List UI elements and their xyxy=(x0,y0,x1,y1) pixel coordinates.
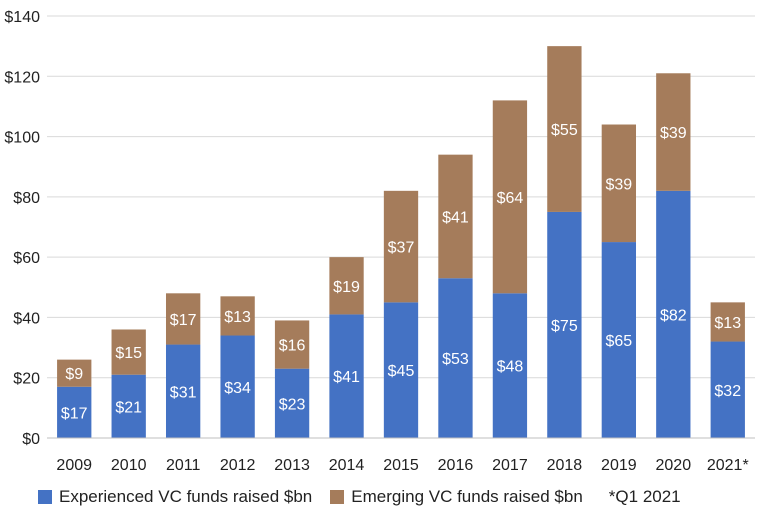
bar-experienced xyxy=(383,302,419,438)
legend-swatch-experienced xyxy=(38,490,52,504)
x-tick-label: 2013 xyxy=(274,457,310,474)
data-label-experienced: $75 xyxy=(551,318,578,335)
legend-swatch-emerging xyxy=(330,490,345,504)
data-label-emerging: $13 xyxy=(224,309,251,326)
data-label-emerging: $16 xyxy=(279,338,306,355)
bar-emerging xyxy=(220,296,255,336)
data-label-experienced: $34 xyxy=(224,380,251,397)
bar-emerging xyxy=(492,100,528,294)
data-label-experienced: $45 xyxy=(388,363,415,380)
legend-label-emerging: Emerging VC funds raised $bn xyxy=(351,487,583,506)
bar-emerging xyxy=(111,329,146,375)
x-tick-label: 2012 xyxy=(220,457,256,474)
x-tick-label: 2021* xyxy=(707,457,749,474)
data-label-emerging: $64 xyxy=(497,190,524,207)
footnote: *Q1 2021 xyxy=(608,487,681,506)
y-tick-label: $20 xyxy=(13,371,40,388)
bar-emerging xyxy=(329,257,364,315)
bar-emerging xyxy=(438,154,473,279)
y-tick-label: $100 xyxy=(4,130,40,147)
bar-emerging xyxy=(710,302,745,342)
x-tick-label: 2014 xyxy=(329,457,365,474)
y-tick-label: $140 xyxy=(4,9,40,26)
data-label-emerging: $19 xyxy=(333,279,360,296)
bar-emerging xyxy=(601,124,637,243)
bar-experienced xyxy=(656,190,691,438)
y-tick-label: $120 xyxy=(4,69,40,86)
bar-emerging xyxy=(57,359,92,387)
legend-item-emerging: Emerging VC funds raised $bn xyxy=(330,487,583,507)
bar-experienced xyxy=(438,278,473,438)
data-label-experienced: $32 xyxy=(714,383,741,400)
data-label-experienced: $17 xyxy=(61,405,88,422)
bar-experienced xyxy=(329,314,364,438)
data-label-experienced: $31 xyxy=(170,384,197,401)
x-tick-label: 2019 xyxy=(601,457,637,474)
bar-experienced xyxy=(710,341,745,438)
bar-emerging xyxy=(274,320,310,369)
bar-experienced xyxy=(111,374,146,438)
data-label-emerging: $37 xyxy=(388,240,415,257)
data-label-experienced: $53 xyxy=(442,351,469,368)
legend-item-experienced: Experienced VC funds raised $bn xyxy=(38,487,312,507)
x-tick-label: 2018 xyxy=(547,457,583,474)
bar-experienced xyxy=(165,344,201,438)
data-label-emerging: $41 xyxy=(442,209,469,226)
x-tick-label: 2010 xyxy=(111,457,147,474)
stacked-bar-chart: $0 $20 $40 $60 $80 $100 $120 $140 $17 $9 2009 $21 $1… xyxy=(4,9,755,474)
data-label-experienced: $23 xyxy=(279,396,306,413)
data-label-emerging: $13 xyxy=(714,315,741,332)
bar-emerging xyxy=(165,293,201,345)
legend: Experienced VC funds raised $bn Emerging… xyxy=(38,487,681,507)
data-label-emerging: $55 xyxy=(551,122,578,139)
bar-experienced xyxy=(492,293,528,438)
bar-emerging xyxy=(383,190,419,303)
bar-experienced xyxy=(601,242,637,438)
data-label-emerging: $15 xyxy=(115,345,142,362)
bar-emerging xyxy=(656,73,691,191)
bar-experienced xyxy=(547,211,582,438)
y-tick-label: $40 xyxy=(13,310,40,327)
data-label-experienced: $21 xyxy=(115,399,142,416)
data-label-emerging: $39 xyxy=(660,125,687,142)
x-tick-label: 2016 xyxy=(438,457,474,474)
bar-experienced xyxy=(220,335,255,438)
x-tick-label: 2015 xyxy=(383,457,419,474)
legend-label-experienced: Experienced VC funds raised $bn xyxy=(59,487,313,506)
data-label-experienced: $48 xyxy=(497,359,524,376)
data-label-experienced: $41 xyxy=(333,369,360,386)
x-tick-label: 2020 xyxy=(656,457,692,474)
bar-experienced xyxy=(274,368,310,438)
y-tick-label: $0 xyxy=(22,431,40,448)
x-tick-label: 2011 xyxy=(166,457,201,474)
data-label-emerging: $9 xyxy=(65,366,83,383)
data-label-experienced: $65 xyxy=(605,333,632,350)
x-tick-label: 2017 xyxy=(492,457,528,474)
data-label-emerging: $17 xyxy=(170,312,197,329)
data-label-emerging: $39 xyxy=(605,176,632,193)
x-tick-label: 2009 xyxy=(56,457,92,474)
y-tick-label: $60 xyxy=(13,250,40,267)
bar-emerging xyxy=(547,46,582,212)
data-label-experienced: $82 xyxy=(660,307,687,324)
bar-experienced xyxy=(57,386,92,438)
y-tick-label: $80 xyxy=(13,190,40,207)
